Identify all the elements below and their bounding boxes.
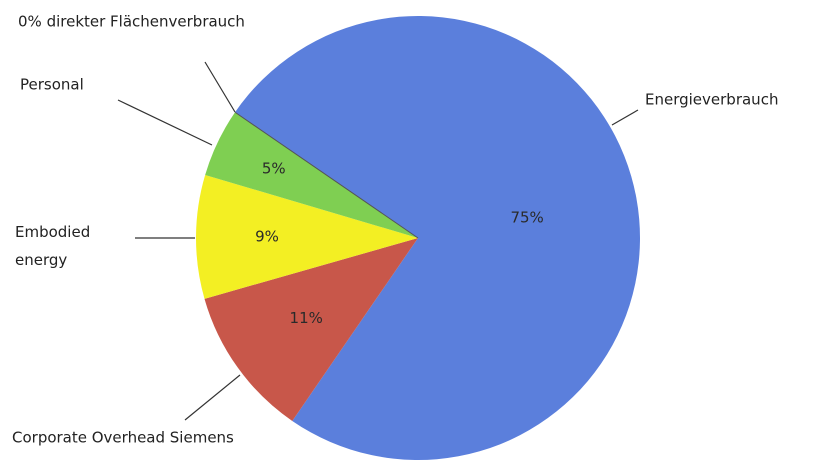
value-label: 75% [510, 208, 543, 226]
leader-line [184, 374, 241, 421]
pie-slice [195, 174, 418, 299]
category-label: 0% direkter Flächenverbrauch [18, 13, 245, 31]
pie-slice [234, 111, 419, 239]
leader-line [611, 109, 639, 126]
leader-line [204, 61, 236, 113]
category-label: Embodied energy [15, 223, 90, 269]
pie-slice [204, 238, 418, 421]
pie-slice [235, 16, 640, 460]
value-label: 5% [262, 160, 286, 178]
value-label: 9% [255, 228, 279, 246]
category-label: Corporate Overhead Siemens [12, 429, 234, 447]
category-label: Energieverbrauch [645, 91, 778, 109]
category-label: Personal [20, 76, 84, 94]
value-label: 11% [290, 309, 323, 327]
pie-slice [205, 112, 418, 238]
leader-line [117, 99, 213, 146]
